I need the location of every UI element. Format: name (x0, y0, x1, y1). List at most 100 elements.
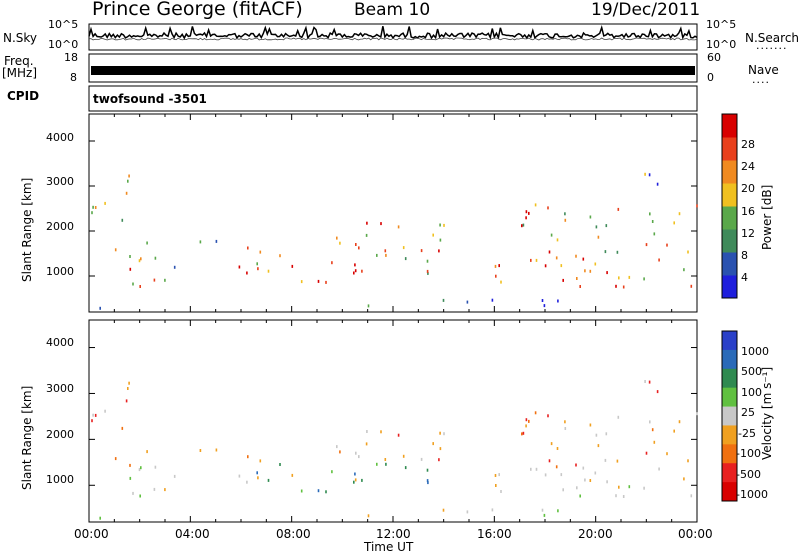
velocity-echo (354, 472, 356, 476)
nsky-trace (88, 24, 698, 40)
velocity-echo (595, 433, 598, 437)
velocity-echo (358, 455, 360, 459)
power-echo (618, 276, 620, 280)
velocity-echo (678, 420, 681, 424)
power-echo (439, 238, 442, 242)
power-colorbar-segment (722, 114, 737, 138)
velocity-echo (267, 478, 270, 482)
velocity-echo (238, 474, 241, 478)
power-echo (173, 265, 176, 269)
power-echo (336, 236, 338, 240)
vel-cbar-m100: -100 (736, 447, 761, 460)
power-colorbar-segment (722, 183, 737, 207)
velocity-echo (104, 409, 106, 413)
power-echo (397, 225, 400, 229)
power-echo (164, 278, 166, 282)
xlabel: Time UT (364, 540, 414, 554)
velocity-colorbar-frame (721, 330, 738, 502)
power-echo (385, 253, 387, 257)
power-echo (366, 221, 368, 225)
nsearch-trace (88, 37, 698, 41)
power-echo (420, 249, 423, 253)
velocity-echo (279, 463, 281, 466)
velocity-echo (673, 429, 675, 433)
power-echo (367, 304, 370, 308)
velocity-echo (331, 470, 333, 474)
velocity-echo (438, 458, 440, 462)
velocity-echo (367, 514, 370, 518)
power-echo (354, 263, 356, 267)
velocity-echo (404, 466, 407, 470)
power-echo (94, 206, 97, 209)
velocity-echo (138, 468, 141, 472)
top-panel-traces (88, 24, 698, 75)
power-echo (402, 246, 405, 250)
freq-label: Freq. (4, 54, 34, 68)
velocity-echo (666, 452, 668, 456)
power-echo (129, 267, 132, 271)
velocity-echo (690, 494, 693, 498)
freq-panel-frame (88, 53, 698, 83)
power-echo (91, 211, 93, 215)
power-echo (534, 203, 537, 207)
power-colorbar-segment (722, 229, 737, 253)
velocity-echo (604, 458, 607, 462)
velocity-echo (128, 381, 130, 385)
velocity-echo (656, 390, 659, 394)
power-echo (404, 257, 407, 261)
power-echo (522, 223, 525, 227)
velocity-echo (246, 480, 248, 484)
velocity-echo (584, 478, 586, 482)
velocity-echo (576, 486, 578, 490)
velocity-echo (500, 490, 502, 493)
vel-cbar-m500: -500 (736, 468, 761, 481)
velocity-echo (589, 423, 592, 427)
nsky-tick-bottom: 10^0 (48, 38, 79, 51)
velocity-echo (525, 418, 528, 422)
velocity-echo (199, 449, 202, 452)
power-echo (257, 267, 259, 271)
power-echo (354, 269, 357, 273)
power-echo (104, 201, 106, 205)
power-echo (384, 249, 387, 253)
power-echo (528, 211, 530, 215)
power-ytick-2000: 2000 (46, 220, 74, 233)
velocity-echo (173, 474, 176, 478)
nave-label: Nave (748, 63, 779, 77)
power-echo (649, 212, 651, 216)
power-echo (541, 299, 544, 302)
power-echo (427, 271, 429, 275)
power-colorbar-segment (722, 160, 737, 184)
velocity-echo (402, 454, 405, 458)
velocity-echo (339, 450, 341, 454)
velocity-echo (121, 426, 124, 430)
velocity-echo (247, 455, 249, 459)
date-label: 19/Dec/2011 (591, 0, 701, 20)
power-echo (547, 206, 549, 210)
velocity-echo (579, 494, 581, 498)
nsearch-dots: ....... (756, 39, 788, 52)
velocity-echo (300, 489, 303, 493)
power-echo (643, 277, 645, 281)
power-echo (127, 179, 129, 183)
velocity-echo (547, 414, 549, 418)
power-ytick-3000: 3000 (46, 175, 74, 188)
power-echo (690, 284, 693, 288)
cpid-panel-frame (88, 85, 698, 112)
power-echo (500, 280, 502, 284)
power-echo (564, 218, 567, 222)
power-cbar-16: 16 (741, 205, 755, 218)
power-echo (651, 220, 654, 223)
power-cbar-28: 28 (741, 138, 755, 151)
power-echo (678, 212, 681, 216)
velocity-colorbar-segment (722, 368, 737, 389)
power-echo (604, 250, 607, 254)
power-echo (439, 223, 441, 227)
velocity-echo (365, 442, 368, 446)
power-echo (544, 264, 547, 268)
power-echo (432, 233, 434, 237)
velocity-echo (355, 451, 357, 455)
cpid-value: twofsound -3501 (93, 92, 207, 106)
velocity-echo (164, 488, 166, 492)
